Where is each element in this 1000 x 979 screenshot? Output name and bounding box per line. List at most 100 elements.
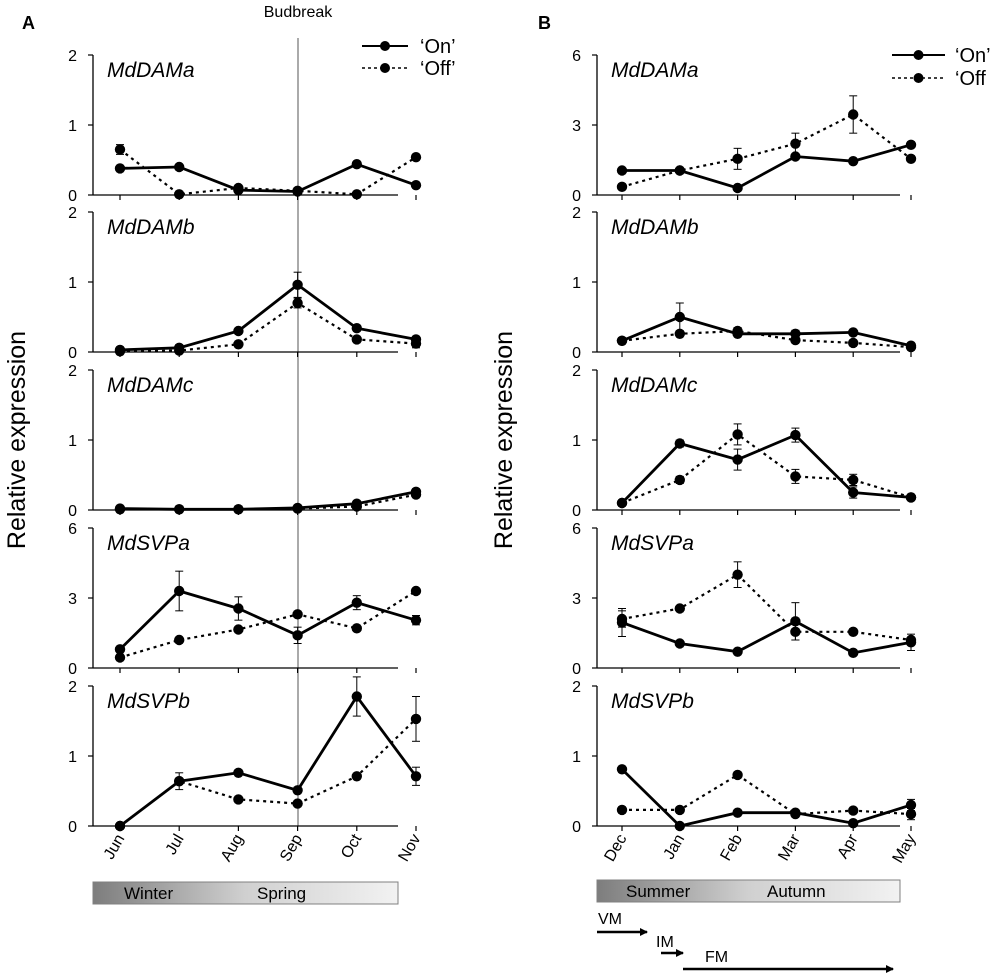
off-data-point [790, 626, 801, 638]
phase-label: IM [656, 934, 674, 951]
off-data-point [905, 634, 917, 646]
gene-label: MdDAMb [611, 216, 699, 239]
on-series-line [621, 768, 912, 828]
month-label: Oct [338, 831, 365, 862]
subplot-MdDAMa: 0 1 2 MdDAMa [68, 48, 422, 205]
off-data-point [905, 492, 917, 503]
on-data-point [174, 585, 185, 597]
y-tick-label: 1 [68, 275, 77, 292]
off-data-point [233, 339, 244, 350]
y-tick-label: 2 [68, 679, 77, 696]
off-data-point [616, 613, 628, 625]
subplot-MdDAMb: 0 1 2 MdDAMb [68, 205, 422, 362]
on-data-point [616, 764, 628, 775]
off-data-point [674, 804, 685, 816]
legend-label: ‘Off’ [420, 58, 456, 80]
on-series-line [119, 162, 417, 193]
off-data-point [905, 153, 917, 165]
phase-label: FM [705, 949, 728, 966]
on-series-line [620, 433, 912, 504]
y-tick-label: 1 [572, 749, 581, 766]
off-data-point [292, 798, 303, 809]
off-data-point [114, 652, 126, 663]
on-data-point [848, 818, 859, 829]
y-tick-label: 3 [572, 591, 581, 608]
y-tick-label: 2 [572, 205, 581, 222]
month-label: Sep [277, 831, 306, 864]
legend-marker [380, 63, 390, 73]
y-tick-label: 1 [572, 433, 581, 450]
off-data-point [292, 185, 303, 196]
on-data-point [410, 771, 422, 782]
off-data-point [732, 569, 743, 580]
on-data-point [292, 279, 303, 290]
off-data-point [114, 346, 126, 357]
subplot-MdDAMb: 0 1 2 MdDAMb [572, 205, 917, 362]
subplot-MdDAMa: 0 3 6 MdDAMa [572, 48, 917, 205]
on-data-point [848, 327, 859, 338]
month-label: Jul [163, 832, 188, 858]
off-data-point [674, 603, 685, 614]
legend-marker [913, 50, 924, 60]
legend-label: ‘Off [955, 68, 986, 90]
off-data-point [848, 109, 859, 120]
y-tick-label: 2 [572, 363, 581, 380]
on-data-point [410, 180, 422, 191]
y-tick-label: 2 [572, 679, 581, 696]
legend: ‘On’‘Off [892, 45, 991, 90]
on-data-point [790, 429, 801, 441]
off-data-point [174, 504, 185, 515]
gene-label: MdDAMb [107, 216, 195, 239]
on-data-point [848, 647, 859, 659]
gene-label: MdDAMc [107, 374, 194, 397]
on-data-point [905, 139, 917, 151]
off-data-point [790, 471, 801, 482]
budbreak-label: Budbreak [264, 4, 333, 21]
on-data-point [233, 603, 244, 614]
gene-label: MdDAMa [611, 59, 699, 82]
panel-b: 0 3 6 MdDAMa 0 1 2 MdDAMb 0 1 2 MdDAMc 0 3 6 MdSVPa 0 1 2 M… [572, 45, 990, 866]
y-tick-label: 6 [572, 48, 581, 65]
off-data-point [848, 805, 859, 816]
off-data-point [174, 634, 185, 646]
on-data-point [732, 454, 743, 465]
off-data-point [848, 474, 859, 486]
y-tick-label: 0 [68, 661, 77, 678]
month-label: Nov [396, 832, 425, 865]
on-data-point [233, 767, 244, 778]
off-series-line [621, 433, 912, 505]
on-series-line [119, 694, 418, 828]
gene-label: MdSVPa [107, 532, 190, 555]
on-data-point [674, 438, 685, 449]
off-data-point [790, 138, 801, 149]
y-tick-label: 0 [68, 345, 77, 362]
off-data-point [351, 623, 362, 634]
off-data-point [616, 497, 628, 509]
y-tick-label: 3 [572, 118, 581, 135]
panel-b-y-axis-label: Relative expression [490, 331, 518, 549]
month-label: Feb [718, 831, 747, 863]
month-label: Mar [775, 831, 804, 864]
on-data-point [174, 161, 185, 173]
y-tick-label: 0 [572, 661, 581, 678]
panel-b-season-bar: Summer Autumn [596, 879, 901, 903]
off-data-point [905, 808, 917, 820]
month-label: Aug [218, 832, 247, 865]
season-label: Spring [257, 884, 306, 903]
month-label: Dec [602, 832, 631, 865]
legend-label: ‘On’ [955, 45, 991, 67]
off-series-line [119, 301, 417, 353]
legend-label: ‘On’ [420, 36, 456, 58]
y-tick-label: 6 [68, 521, 77, 538]
on-series-line [119, 589, 417, 651]
off-data-point [233, 504, 244, 515]
panel-a-season-bar: Winter Spring [92, 881, 399, 905]
off-data-point [410, 585, 422, 597]
off-series-line [621, 573, 912, 642]
panel-b-letter: B [538, 13, 551, 33]
y-tick-label: 0 [68, 819, 77, 836]
off-data-point [351, 334, 362, 345]
subplot-MdDAMc: 0 1 2 MdDAMc [68, 363, 422, 520]
off-data-point [233, 794, 244, 805]
